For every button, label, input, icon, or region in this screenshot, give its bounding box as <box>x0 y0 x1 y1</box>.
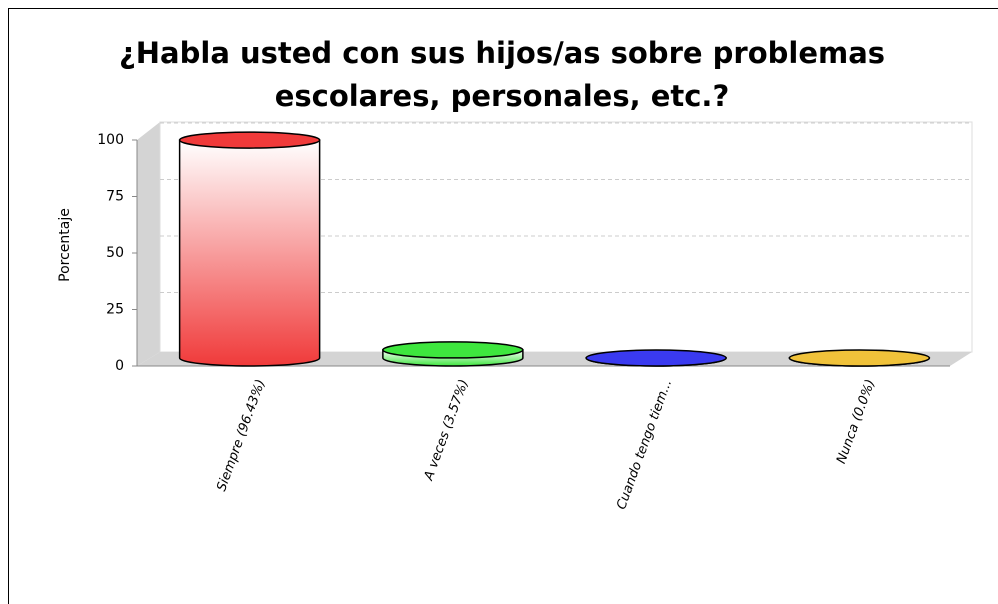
left-wall <box>137 122 160 366</box>
y-tick-label: 50 <box>106 245 124 261</box>
y-axis-label: Porcentaje <box>57 208 73 282</box>
y-tick-label: 0 <box>115 358 124 374</box>
bar-top <box>382 341 524 359</box>
bar-top <box>788 349 931 367</box>
y-tick-label: 25 <box>106 302 124 318</box>
y-tick-label: 100 <box>97 132 124 148</box>
chart-title: escolares, personales, etc.? <box>275 79 730 113</box>
y-tick-label: 75 <box>106 189 124 205</box>
bar-top <box>585 349 727 367</box>
chart-title: ¿Habla usted con sus hijos/as sobre prob… <box>119 36 885 70</box>
bar <box>178 139 321 367</box>
floor <box>137 352 972 366</box>
bar-top <box>178 131 321 149</box>
